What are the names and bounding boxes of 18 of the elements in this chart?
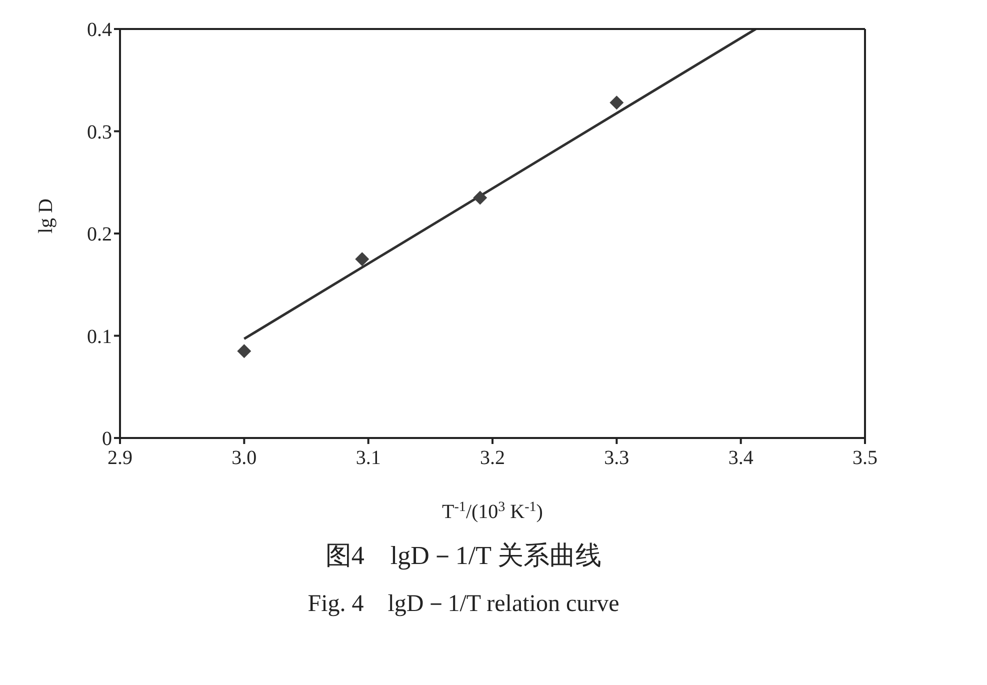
text: 图4 lgD－1/T 关系曲线	[324, 540, 603, 572]
x-tick-label: 3.2	[480, 447, 505, 470]
y-tick-label: 0.1	[87, 326, 112, 348]
point	[237, 344, 252, 358]
point	[355, 252, 370, 266]
point	[610, 96, 624, 110]
x-axis-title: T$^{-1}$/(10$^{3}$ K$^{-1}$)	[442, 500, 543, 523]
y-tick-label: 0.3	[87, 121, 112, 144]
x-tick-label: 3.4	[728, 447, 754, 470]
x-tick-label: 3.0	[232, 447, 257, 470]
x-tick-label: 3.3	[604, 447, 630, 470]
y-tick-label: 0.2	[87, 224, 112, 246]
point	[473, 190, 488, 205]
y-axis-title: lg D	[35, 198, 58, 234]
text: Fig. 4 lgD－1/T relation curve	[306, 590, 620, 619]
x-tick-label: 3.5	[852, 447, 878, 470]
y-tick-label: 0.4	[87, 19, 112, 42]
x-tick-label: 3.1	[356, 447, 381, 470]
